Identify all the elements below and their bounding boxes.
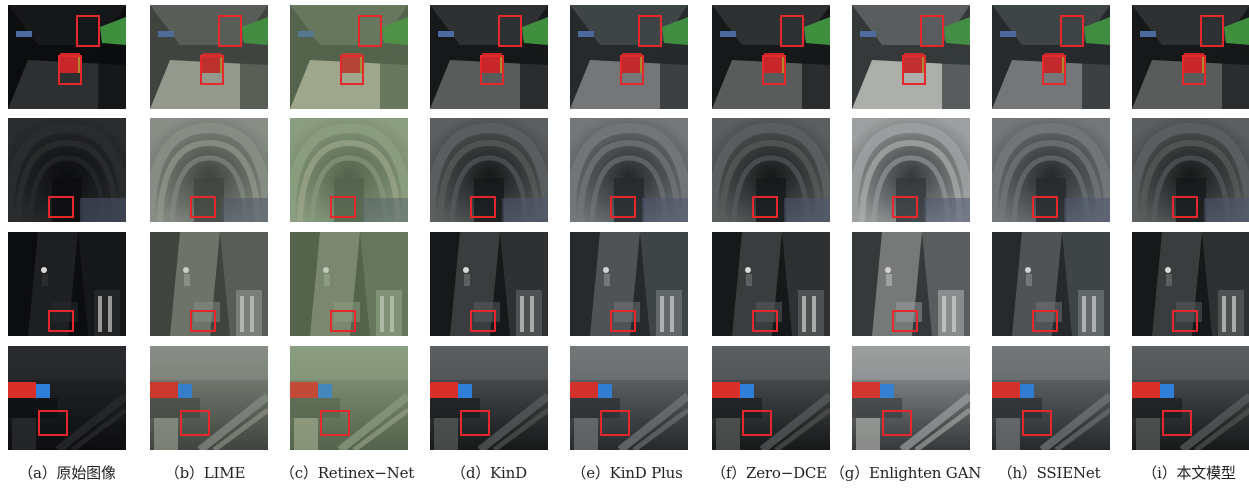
result-image: [1132, 118, 1249, 222]
highlight-box: [752, 310, 778, 332]
highlight-box: [780, 15, 804, 47]
result-image: [852, 5, 970, 109]
result-image: [8, 346, 126, 450]
highlight-box: [320, 410, 350, 436]
highlight-box: [1172, 310, 1198, 332]
highlight-box: [1022, 410, 1052, 436]
result-image: [150, 118, 268, 222]
highlight-box: [892, 196, 918, 218]
highlight-box: [1162, 410, 1192, 436]
result-image: [1132, 5, 1249, 109]
result-image: [290, 232, 408, 336]
highlight-box: [180, 410, 210, 436]
result-image: [570, 5, 688, 109]
highlight-box: [38, 410, 68, 436]
column-caption: （d）KinD: [451, 464, 527, 482]
column-caption: （f）Zero−DCE: [711, 464, 827, 482]
result-image: [852, 118, 970, 222]
highlight-box: [48, 310, 74, 332]
result-image: [1132, 232, 1249, 336]
highlight-box: [470, 310, 496, 332]
result-image: [430, 118, 548, 222]
result-image: [712, 118, 830, 222]
column-caption: （b）LIME: [164, 464, 246, 482]
highlight-box: [1172, 196, 1198, 218]
highlight-box: [902, 55, 926, 85]
result-image: [150, 346, 268, 450]
column-caption: （e）KinD Plus: [571, 464, 683, 482]
column-caption: （i）本文模型: [1142, 464, 1236, 482]
result-image: [290, 5, 408, 109]
result-image: [852, 232, 970, 336]
column-caption: （h）SSIENet: [997, 464, 1101, 482]
column-caption: （a）原始图像: [18, 464, 116, 482]
result-image: [430, 346, 548, 450]
result-image: [570, 346, 688, 450]
result-image: [992, 232, 1110, 336]
highlight-box: [752, 196, 778, 218]
highlight-box: [480, 55, 504, 85]
highlight-box: [892, 310, 918, 332]
highlight-box: [620, 55, 644, 85]
highlight-box: [58, 55, 82, 85]
result-image: [430, 5, 548, 109]
highlight-box: [638, 15, 662, 47]
highlight-box: [1200, 15, 1224, 47]
result-image: [150, 232, 268, 336]
result-image: [712, 346, 830, 450]
result-image: [992, 5, 1110, 109]
highlight-box: [882, 410, 912, 436]
highlight-box: [762, 55, 786, 85]
result-image: [290, 118, 408, 222]
highlight-box: [1032, 310, 1058, 332]
highlight-box: [610, 196, 636, 218]
result-image: [8, 118, 126, 222]
result-image: [992, 118, 1110, 222]
highlight-box: [218, 15, 242, 47]
result-image: [992, 346, 1110, 450]
result-image: [1132, 346, 1249, 450]
highlight-box: [1182, 55, 1206, 85]
result-image: [290, 346, 408, 450]
highlight-box: [498, 15, 522, 47]
highlight-box: [920, 15, 944, 47]
highlight-box: [1060, 15, 1084, 47]
highlight-box: [200, 55, 224, 85]
result-image: [712, 232, 830, 336]
result-image: [8, 5, 126, 109]
result-image: [570, 118, 688, 222]
highlight-box: [470, 196, 496, 218]
highlight-box: [340, 55, 364, 85]
result-image: [150, 5, 268, 109]
column-caption: （c）Retinex−Net: [279, 464, 415, 482]
result-image: [852, 346, 970, 450]
highlight-box: [742, 410, 772, 436]
highlight-box: [600, 410, 630, 436]
highlight-box: [76, 15, 100, 47]
highlight-box: [48, 196, 74, 218]
highlight-box: [330, 310, 356, 332]
highlight-box: [358, 15, 382, 47]
highlight-box: [1032, 196, 1058, 218]
result-image: [430, 232, 548, 336]
highlight-box: [190, 196, 216, 218]
highlight-box: [1042, 55, 1066, 85]
highlight-box: [460, 410, 490, 436]
result-image: [570, 232, 688, 336]
highlight-box: [330, 196, 356, 218]
result-image: [8, 232, 126, 336]
column-caption: （g）Enlighten GAN: [830, 464, 982, 482]
result-image: [712, 5, 830, 109]
highlight-box: [610, 310, 636, 332]
highlight-box: [190, 310, 216, 332]
